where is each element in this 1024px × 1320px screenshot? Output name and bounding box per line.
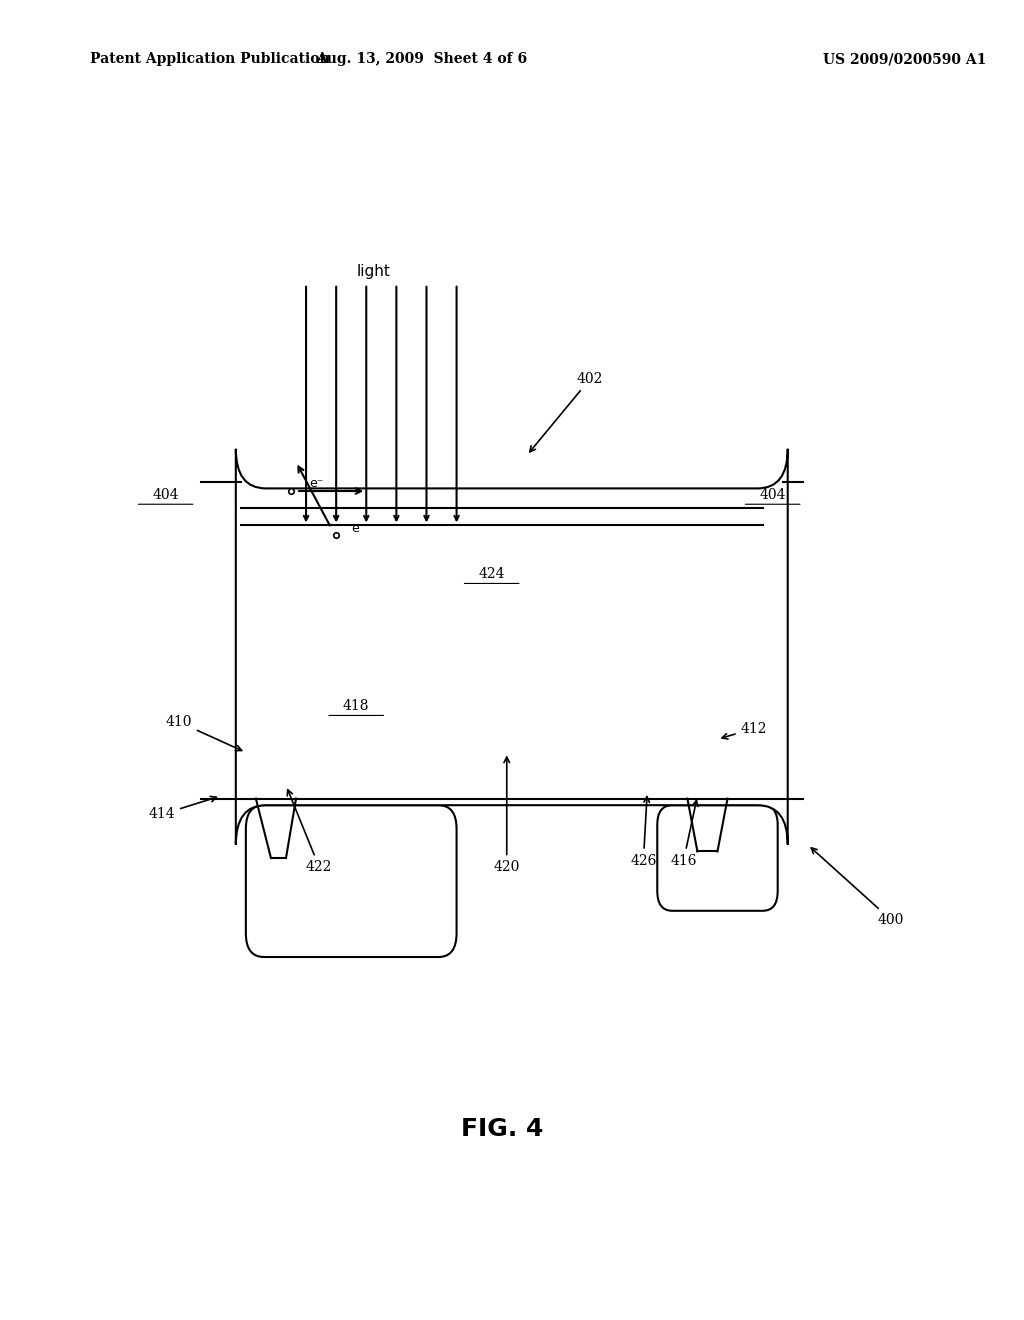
- Text: FIG. 4: FIG. 4: [461, 1117, 543, 1140]
- Text: 424: 424: [478, 568, 505, 581]
- Bar: [446, 752, 567, 799]
- Text: 414: 414: [148, 796, 216, 821]
- Text: US 2009/0200590 A1: US 2009/0200590 A1: [823, 53, 986, 66]
- FancyBboxPatch shape: [236, 449, 787, 845]
- Text: 426: 426: [630, 797, 656, 867]
- Text: 404: 404: [153, 488, 179, 502]
- Text: 410: 410: [166, 715, 242, 751]
- Text: e⁻: e⁻: [309, 477, 324, 490]
- Text: 418: 418: [343, 700, 370, 713]
- Text: 422: 422: [288, 789, 333, 874]
- Text: 416: 416: [671, 800, 698, 867]
- FancyBboxPatch shape: [246, 805, 457, 957]
- Text: 412: 412: [722, 722, 767, 739]
- FancyBboxPatch shape: [657, 805, 777, 911]
- Text: Patent Application Publication: Patent Application Publication: [90, 53, 330, 66]
- Text: 400: 400: [811, 847, 904, 927]
- Text: e⁻: e⁻: [351, 521, 366, 535]
- Text: light: light: [356, 264, 390, 279]
- Text: 404: 404: [760, 488, 786, 502]
- Text: 402: 402: [529, 372, 603, 451]
- Text: Aug. 13, 2009  Sheet 4 of 6: Aug. 13, 2009 Sheet 4 of 6: [315, 53, 527, 66]
- Text: 420: 420: [494, 758, 520, 874]
